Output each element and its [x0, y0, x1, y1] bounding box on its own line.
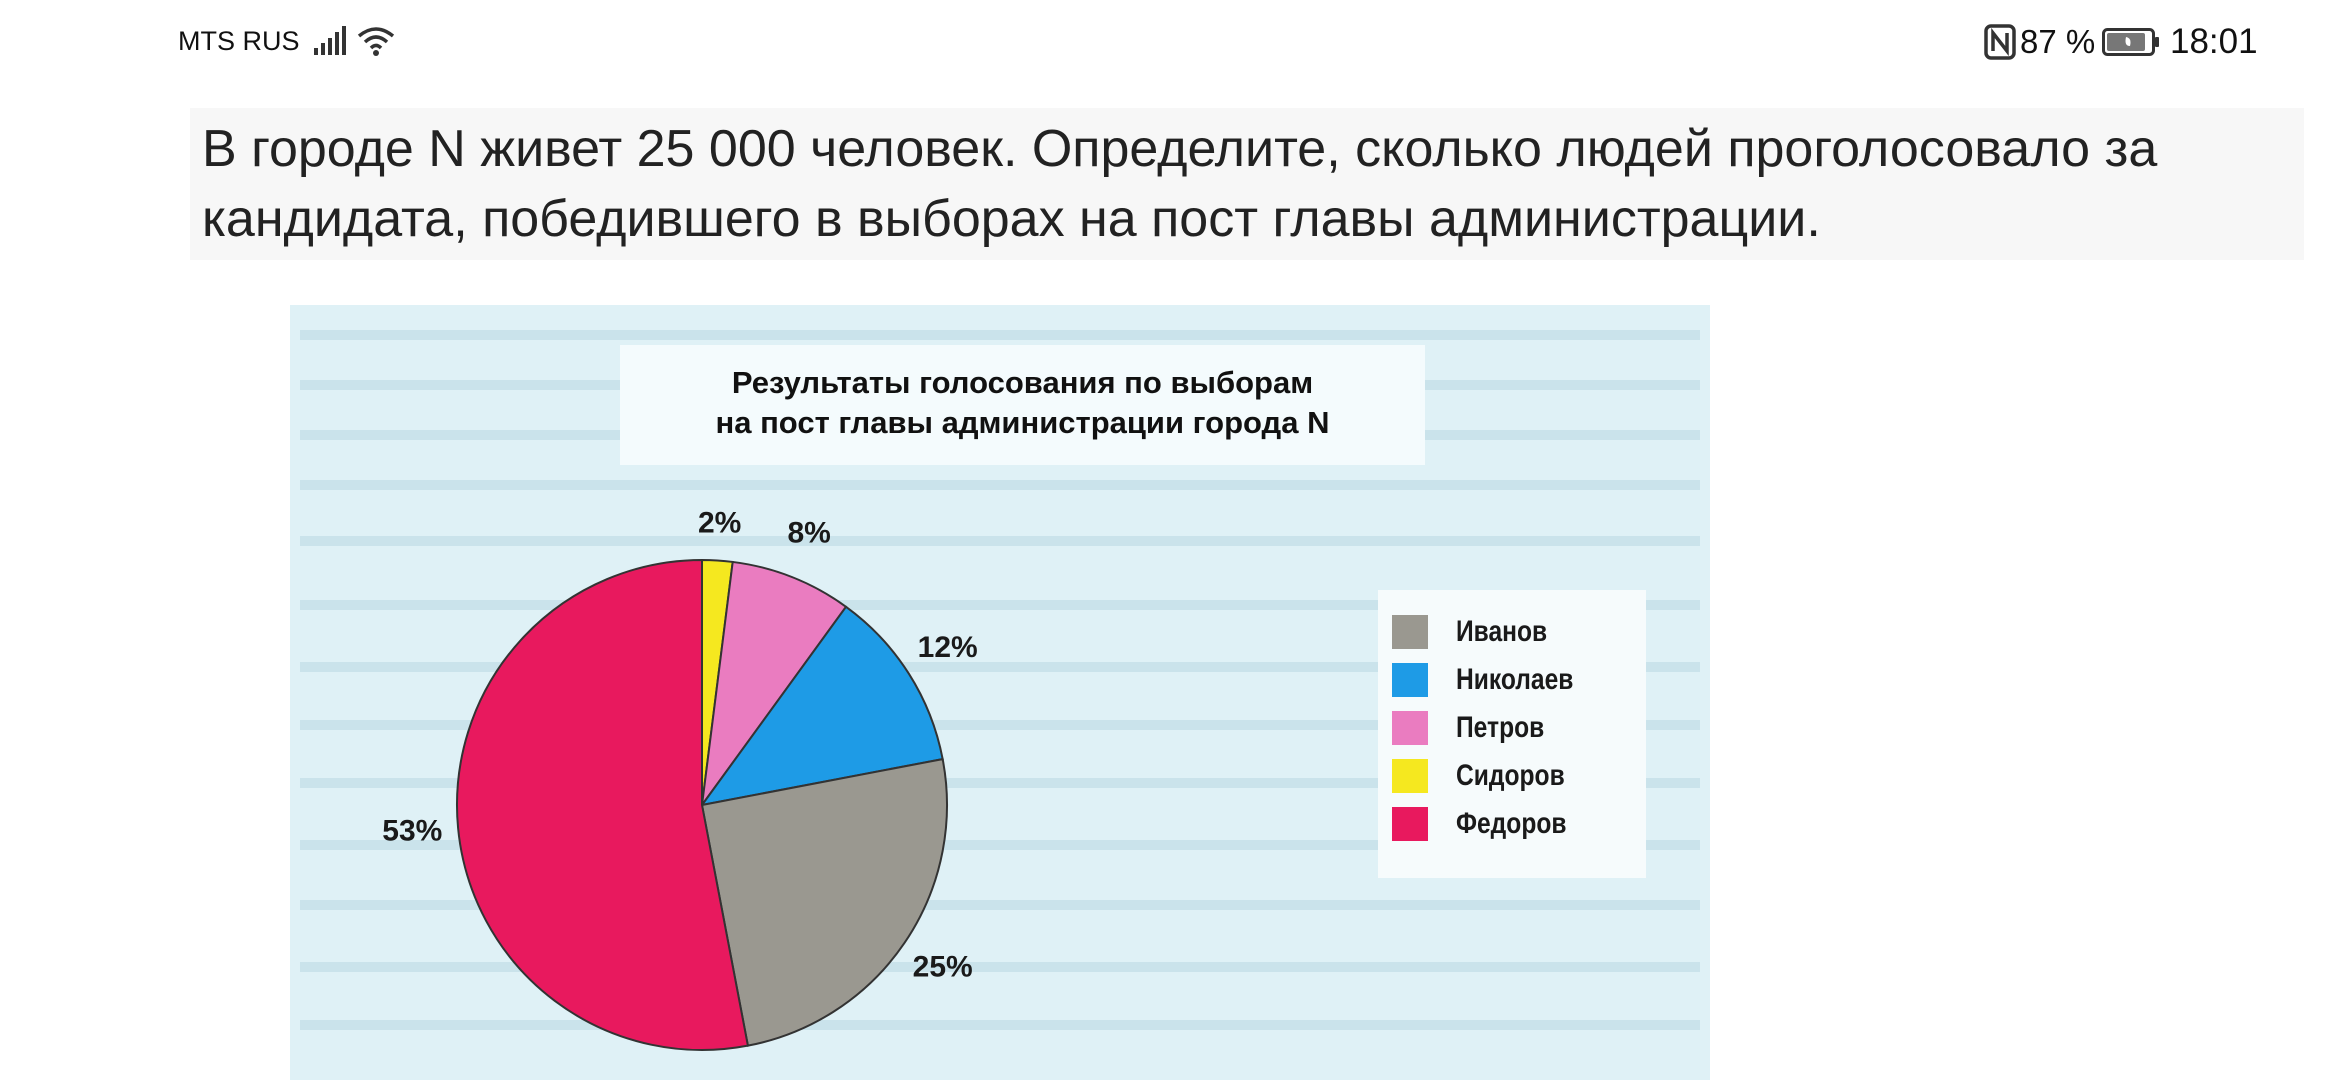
legend-item-3: Петров — [1392, 704, 1646, 752]
nfc-icon — [1984, 24, 2016, 65]
carrier-name: MTS RUS — [178, 26, 300, 56]
legend-label-3: Петров — [1456, 711, 1545, 744]
chart-title: Результаты голосования по выборам на пос… — [620, 345, 1425, 465]
legend-swatch-5 — [1392, 807, 1428, 841]
legend-label-2: Николаев — [1456, 663, 1574, 696]
legend-swatch-2 — [1392, 663, 1428, 697]
pie-label-3: 12% — [918, 631, 978, 664]
pie-chart-figure: Результаты голосования по выборам на пос… — [290, 305, 1710, 1080]
legend-item-2: Николаев — [1392, 656, 1646, 704]
legend-label-4: Сидоров — [1456, 759, 1565, 792]
signal-icon — [314, 26, 350, 61]
pie-slice-2 — [701, 560, 848, 806]
legend-item-1: Иванов — [1392, 608, 1646, 656]
legend-label-1: Иванов — [1456, 615, 1548, 648]
chart-title-line-2: на пост главы администрации города N — [715, 405, 1330, 440]
legend-swatch-1 — [1392, 615, 1428, 649]
chart-legend: Иванов Николаев Петров Сидоров Федоров — [1378, 590, 1646, 878]
pie-slice-5 — [456, 558, 750, 1051]
legend-item-5: Федоров — [1392, 800, 1646, 848]
battery-icon — [2102, 28, 2160, 61]
pie-chart: 2% 8% 12% 25% 53% — [382, 506, 978, 1051]
pie-slice-3 — [699, 605, 944, 807]
wifi-icon — [357, 24, 395, 63]
pie-label-2: 8% — [787, 516, 830, 549]
chart-title-line-1: Результаты голосования по выборам — [731, 365, 1314, 400]
legend-label-5: Федоров — [1456, 807, 1567, 840]
status-bar: MTS RUS 87 % 18:01 — [0, 0, 2340, 86]
question-text: В городе N живет 25 000 человек. Определ… — [190, 108, 2304, 260]
legend-item-4: Сидоров — [1392, 752, 1646, 800]
pie-label-5: 53% — [382, 814, 442, 847]
clock: 18:01 — [2170, 22, 2258, 61]
legend-swatch-4 — [1392, 759, 1428, 793]
pie-label-1: 2% — [698, 506, 741, 539]
legend-swatch-3 — [1392, 711, 1428, 745]
battery-percent: 87 % — [2020, 23, 2096, 60]
pie-label-4: 25% — [913, 950, 973, 983]
pie-slice-4 — [700, 757, 948, 1047]
